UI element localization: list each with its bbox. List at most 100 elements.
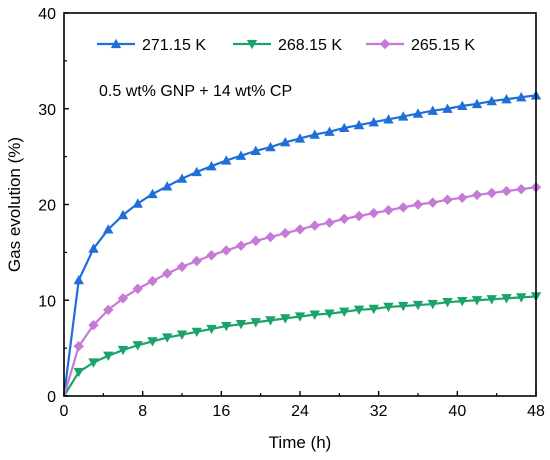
data-point [191,327,202,338]
data-point [73,367,84,378]
data-point [265,316,276,326]
data-point [427,299,438,310]
data-point [206,324,217,335]
data-point [206,250,217,261]
data-point [117,293,129,304]
data-point [88,319,99,331]
data-point [132,341,143,351]
data-point [516,293,527,303]
data-point [501,185,512,197]
data-point [442,298,453,308]
data-point [309,129,320,139]
data-point [73,274,84,285]
data-point [383,302,394,313]
data-point [191,255,202,267]
data-point [294,133,306,143]
data-point [162,333,173,343]
data-point [324,309,335,319]
legend-swatch-marker [379,38,391,50]
data-point [339,213,350,225]
series-line [62,186,537,397]
data-point [398,202,409,213]
data-point [250,145,261,156]
data-point [353,210,365,222]
y-tick-label: 20 [38,198,56,215]
series-line [63,295,537,397]
ticks-layer: 0 8 16 24 32 40 48 0 10 20 30 40 [38,6,545,420]
legend-label: 268.15 K [278,37,342,54]
data-point [294,224,306,235]
data-point [176,261,188,272]
data-point [88,243,99,253]
data-point [457,192,468,203]
data-point [280,137,291,147]
data-point [383,205,394,216]
data-point [353,119,365,130]
data-point [412,300,424,311]
data-point [427,197,438,208]
data-point [132,198,143,208]
y-tick-label: 0 [47,389,56,406]
legend-item: 271.15 K [97,37,206,54]
data-point [516,92,527,102]
legend-item: 265.15 K [366,37,475,54]
data-point [191,166,202,177]
x-tick-label: 48 [527,403,545,420]
data-point [501,294,512,304]
data-point [516,183,527,195]
data-point [486,187,497,199]
data-point [176,173,188,183]
data-point [235,240,247,251]
y-tick-label: 40 [38,6,56,23]
data-point [457,297,468,307]
data-point [471,296,483,306]
data-point [294,312,306,322]
legend-item: 268.15 K [233,37,342,54]
data-point [132,283,143,294]
y-tick-label: 10 [38,293,56,310]
series-layer [62,90,542,397]
data-point [250,235,261,247]
series-1 [63,292,542,397]
data-point [486,95,497,106]
data-point [398,111,409,121]
data-point [309,310,320,320]
data-point [235,150,247,160]
data-point [442,103,453,113]
legend-label: 265.15 K [411,37,475,54]
x-tick-label: 32 [370,403,388,420]
y-tick-label: 30 [38,102,56,119]
data-point [280,314,291,324]
data-point [117,345,129,356]
data-point [339,307,350,317]
data-point [250,318,261,328]
data-point [103,304,114,316]
data-point [265,231,276,243]
data-point [486,295,497,305]
data-point [235,320,247,330]
data-point [339,122,350,133]
chart-annotation: 0.5 wt% GNP + 14 wt% CP [99,83,292,100]
x-tick-label: 8 [138,403,147,420]
data-point [324,126,335,136]
data-point [501,93,512,104]
data-point [368,116,379,127]
data-point [221,245,232,256]
data-point [368,304,379,315]
data-point [368,207,379,219]
x-tick-label: 16 [212,403,230,420]
data-point [162,268,173,279]
x-tick-label: 0 [60,403,69,420]
data-point [206,161,217,171]
x-tick-label: 40 [448,403,466,420]
legend-swatch-marker [110,38,122,49]
data-point [147,188,158,199]
data-point [442,194,453,205]
data-point [176,330,188,340]
data-point [353,305,365,316]
data-point [471,189,483,201]
data-point [471,98,483,109]
data-point [147,337,158,347]
legend: 271.15 K 268.15 K 265.15 K [97,37,475,54]
data-point [221,155,232,165]
